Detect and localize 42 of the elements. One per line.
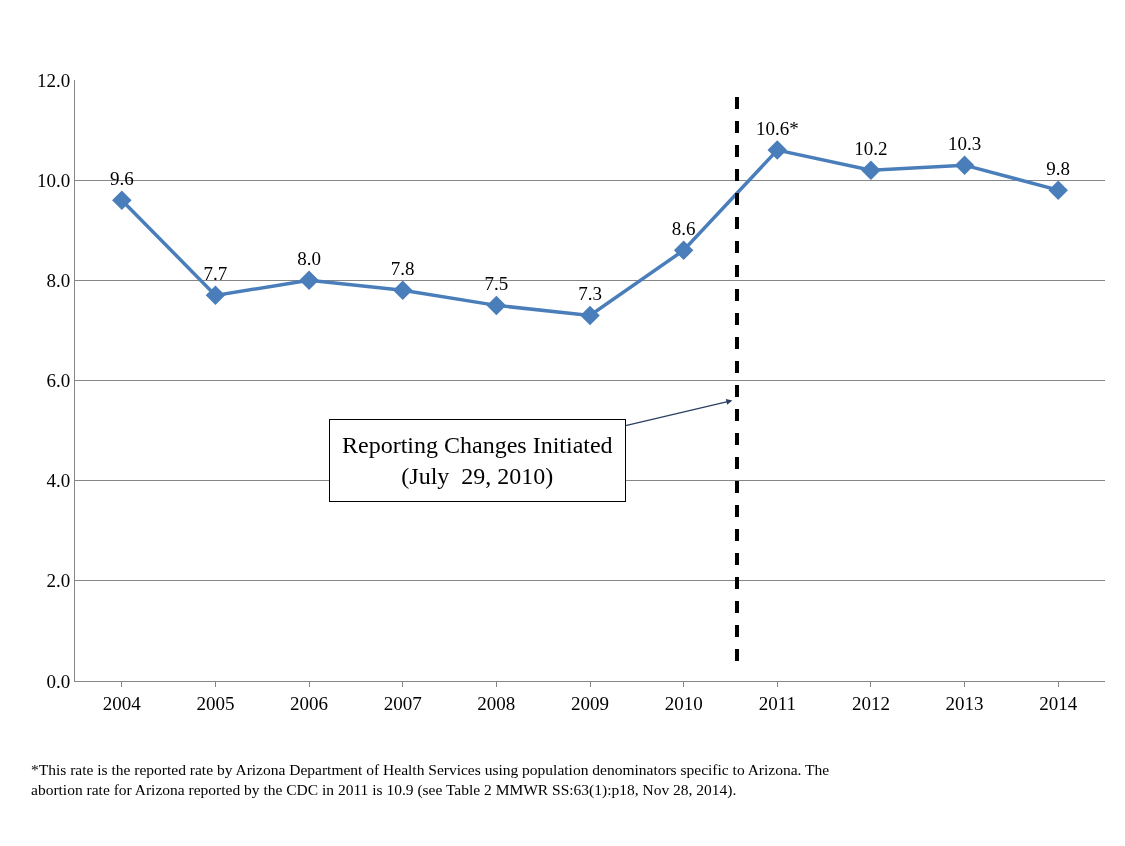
data-label: 7.7: [203, 263, 228, 285]
y-tick-label: 8.0: [46, 269, 71, 291]
point: [767, 140, 788, 160]
y-tick-label: 0.0: [46, 670, 71, 692]
x-tick-label: 2011: [758, 692, 796, 714]
point: [205, 285, 226, 306]
point: [112, 190, 132, 210]
data-label: 7.8: [390, 258, 415, 280]
data-label: 10.3: [947, 133, 982, 155]
x-tick-label: 2007: [383, 692, 422, 714]
data-label: 9.8: [1046, 158, 1071, 180]
x-tick-label: 2013: [945, 692, 984, 714]
x-tick-label: 2010: [664, 692, 703, 714]
ref-line-label: Reporting Changes Initiated (July 29, 2010): [342, 432, 613, 490]
x-tick-label: 2014: [1039, 692, 1078, 714]
point: [580, 305, 600, 326]
x-tick-label: 2012: [851, 692, 890, 714]
data-label: 10.6*: [755, 118, 799, 139]
y-tick-label: 4.0: [46, 470, 71, 492]
point: [1048, 180, 1068, 200]
text: *This rate is the reported rate by Arizona Department of Health Services using population denominators specific to Arizona. The abortion rate for Arizona reported by the CDC in 2011 is 10.9 (see Table 2 MMWR SS:63(1):p18, Nov 28, 2014).: [31, 761, 830, 800]
x-tick-label: 2006: [290, 692, 329, 714]
y-tick-label: 12.0: [36, 69, 71, 91]
data-label: 10.2: [854, 138, 888, 160]
y-tick-label: 2.0: [46, 570, 71, 592]
data-label: 7.5: [484, 273, 509, 295]
x-tick-label: 2004: [102, 692, 142, 714]
point: [392, 280, 413, 301]
x-tick-label: 2009: [571, 692, 609, 714]
data-label: 7.3: [578, 283, 602, 305]
point: [299, 270, 319, 291]
data-label: 8.0: [297, 248, 321, 270]
data-label: 8.6: [671, 218, 696, 240]
point: [673, 240, 694, 261]
x-tick-label: 2005: [196, 692, 235, 714]
y-tick-label: 6.0: [46, 370, 71, 392]
y-tick-label: 10.0: [36, 169, 71, 191]
data-label: 9.6: [109, 168, 134, 190]
point: [954, 155, 975, 175]
point: [861, 160, 881, 180]
x-tick-label: 2008: [477, 692, 516, 714]
point: [486, 295, 507, 316]
